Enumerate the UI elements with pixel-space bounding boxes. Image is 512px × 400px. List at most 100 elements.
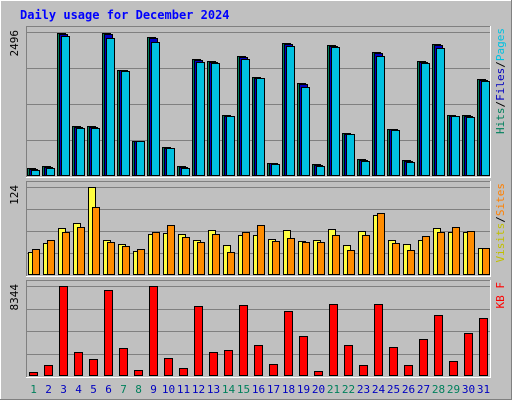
bar-hits-pages-day-27 bbox=[421, 63, 430, 176]
bar-kbytes-kb-f-day-16 bbox=[254, 345, 263, 376]
bar-kbytes-kb-f-day-13 bbox=[209, 352, 218, 376]
y-max-label-visits: 124 bbox=[8, 185, 21, 205]
bar-hits-pages-day-18 bbox=[286, 46, 295, 176]
bar-visits-sites-day-8 bbox=[137, 249, 145, 275]
bar-hits-pages-day-28 bbox=[436, 48, 445, 176]
x-tick-label-day-3: 3 bbox=[60, 383, 67, 396]
x-tick-label-day-28: 28 bbox=[432, 383, 445, 396]
x-tick-label-day-24: 24 bbox=[372, 383, 386, 396]
x-tick-label-day-10: 10 bbox=[162, 383, 175, 396]
bar-visits-sites-day-14 bbox=[227, 252, 235, 275]
bar-visits-sites-day-12 bbox=[197, 242, 205, 275]
legend-visits: Visits/Sites bbox=[494, 183, 507, 263]
x-tick-label-day-14: 14 bbox=[222, 383, 236, 396]
x-tick-label-day-25: 25 bbox=[387, 383, 400, 396]
bar-hits-pages-day-1 bbox=[31, 170, 40, 176]
x-tick-label-day-1: 1 bbox=[30, 383, 37, 396]
bar-kbytes-kb-f-day-24 bbox=[374, 304, 383, 376]
bar-kbytes-kb-f-day-8 bbox=[134, 370, 143, 376]
bar-kbytes-kb-f-day-15 bbox=[239, 305, 248, 376]
bar-kbytes-kb-f-day-30 bbox=[464, 333, 473, 376]
bar-hits-pages-day-26 bbox=[406, 162, 415, 176]
bar-kbytes-kb-f-day-5 bbox=[89, 359, 98, 376]
bar-visits-sites-day-18 bbox=[287, 238, 295, 275]
bar-hits-pages-day-11 bbox=[181, 168, 190, 176]
bar-kbytes-kb-f-day-14 bbox=[224, 350, 233, 376]
bar-kbytes-kb-f-day-10 bbox=[164, 358, 173, 376]
bar-kbytes-kb-f-day-23 bbox=[359, 365, 368, 376]
y-max-label-hits: 2496 bbox=[8, 30, 21, 57]
legend-kbytes: KB F bbox=[494, 282, 507, 309]
y-max-label-kbytes: 8344 bbox=[8, 284, 21, 311]
bar-visits-sites-day-31 bbox=[482, 248, 490, 275]
bar-kbytes-kb-f-day-11 bbox=[179, 368, 188, 376]
x-tick-label-day-18: 18 bbox=[282, 383, 295, 396]
x-tick-label-day-12: 12 bbox=[192, 383, 205, 396]
bar-kbytes-kb-f-day-3 bbox=[59, 286, 68, 376]
bar-hits-pages-day-2 bbox=[46, 168, 55, 176]
bar-kbytes-kb-f-day-28 bbox=[434, 315, 443, 376]
x-tick-label-day-26: 26 bbox=[402, 383, 415, 396]
bar-hits-pages-day-24 bbox=[376, 56, 385, 176]
bar-visits-sites-day-16 bbox=[257, 225, 265, 275]
x-tick-label-day-20: 20 bbox=[312, 383, 325, 396]
bar-kbytes-kb-f-day-6 bbox=[104, 290, 113, 376]
bar-hits-pages-day-5 bbox=[91, 128, 100, 176]
bar-hits-pages-day-29 bbox=[451, 116, 460, 176]
x-tick-label-day-16: 16 bbox=[252, 383, 265, 396]
bar-kbytes-kb-f-day-19 bbox=[299, 336, 308, 376]
bar-kbytes-kb-f-day-2 bbox=[44, 365, 53, 376]
legend-entry: KB F bbox=[494, 282, 507, 309]
legend-hits: Hits/Files/Pages bbox=[494, 28, 507, 134]
bar-visits-sites-day-6 bbox=[107, 242, 115, 275]
panel-kbytes: 8344 KB F bbox=[8, 280, 507, 378]
bar-kbytes-kb-f-day-7 bbox=[119, 348, 128, 376]
bar-visits-sites-day-13 bbox=[212, 234, 220, 275]
bar-hits-pages-day-23 bbox=[361, 161, 370, 176]
bar-visits-sites-day-3 bbox=[62, 232, 70, 275]
legend-entry: Pages bbox=[494, 28, 507, 61]
x-tick-label-day-13: 13 bbox=[207, 383, 220, 396]
x-tick-label-day-15: 15 bbox=[237, 383, 250, 396]
bar-hits-pages-day-25 bbox=[391, 130, 400, 176]
x-tick-label-day-23: 23 bbox=[357, 383, 370, 396]
bar-visits-sites-day-2 bbox=[47, 240, 55, 275]
x-tick-label-day-5: 5 bbox=[90, 383, 97, 396]
bar-hits-pages-day-20 bbox=[316, 166, 325, 176]
bar-visits-sites-day-30 bbox=[467, 231, 475, 275]
legend-entry: / bbox=[494, 101, 507, 108]
bar-kbytes-kb-f-day-12 bbox=[194, 306, 203, 376]
bar-visits-sites-day-23 bbox=[362, 235, 370, 275]
bar-visits-sites-day-20 bbox=[317, 242, 325, 275]
bar-hits-pages-day-15 bbox=[241, 59, 250, 176]
bar-visits-sites-day-7 bbox=[122, 246, 130, 275]
bar-visits-sites-day-25 bbox=[392, 243, 400, 275]
bar-kbytes-kb-f-day-20 bbox=[314, 371, 323, 376]
x-tick-label-day-22: 22 bbox=[342, 383, 355, 396]
bar-hits-pages-day-3 bbox=[61, 36, 70, 176]
bar-hits-pages-day-14 bbox=[226, 116, 235, 176]
bar-kbytes-kb-f-day-26 bbox=[404, 365, 413, 376]
bar-hits-pages-day-16 bbox=[256, 78, 265, 176]
bar-hits-pages-day-12 bbox=[196, 62, 205, 176]
bar-hits-pages-day-22 bbox=[346, 134, 355, 176]
bar-visits-sites-day-29 bbox=[452, 227, 460, 275]
bar-hits-pages-day-17 bbox=[271, 164, 280, 176]
bar-kbytes-kb-f-day-9 bbox=[149, 286, 158, 376]
chart-title: Daily usage for December 2024 bbox=[20, 8, 230, 22]
bar-visits-sites-day-27 bbox=[422, 236, 430, 275]
bar-hits-pages-day-8 bbox=[136, 141, 145, 176]
bar-hits-pages-day-13 bbox=[211, 63, 220, 176]
bar-hits-pages-day-31 bbox=[481, 81, 490, 176]
bar-hits-pages-day-21 bbox=[331, 47, 340, 176]
bar-hits-pages-day-7 bbox=[121, 71, 130, 176]
bar-kbytes-kb-f-day-29 bbox=[449, 361, 458, 376]
x-tick-label-day-21: 21 bbox=[327, 383, 340, 396]
x-tick-label-day-17: 17 bbox=[267, 383, 280, 396]
x-tick-label-day-7: 7 bbox=[120, 383, 127, 396]
bar-kbytes-kb-f-day-1 bbox=[29, 372, 38, 376]
x-tick-label-day-6: 6 bbox=[105, 383, 112, 396]
